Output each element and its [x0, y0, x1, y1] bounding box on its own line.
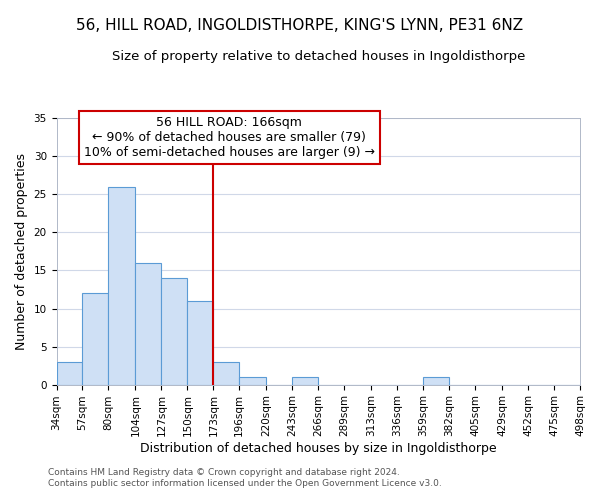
- Bar: [239, 377, 266, 384]
- Bar: [136, 263, 161, 384]
- Bar: [109, 187, 136, 384]
- Text: 56 HILL ROAD: 166sqm
← 90% of detached houses are smaller (79)
10% of semi-detac: 56 HILL ROAD: 166sqm ← 90% of detached h…: [84, 116, 375, 158]
- Bar: [292, 377, 318, 384]
- Bar: [187, 301, 214, 384]
- Bar: [423, 377, 449, 384]
- Bar: [214, 362, 239, 384]
- Text: 56, HILL ROAD, INGOLDISTHORPE, KING'S LYNN, PE31 6NZ: 56, HILL ROAD, INGOLDISTHORPE, KING'S LY…: [76, 18, 524, 32]
- Bar: [161, 278, 187, 384]
- Bar: [82, 294, 109, 384]
- Text: Contains HM Land Registry data © Crown copyright and database right 2024.
Contai: Contains HM Land Registry data © Crown c…: [48, 468, 442, 487]
- X-axis label: Distribution of detached houses by size in Ingoldisthorpe: Distribution of detached houses by size …: [140, 442, 497, 455]
- Bar: [56, 362, 82, 384]
- Y-axis label: Number of detached properties: Number of detached properties: [15, 153, 28, 350]
- Title: Size of property relative to detached houses in Ingoldisthorpe: Size of property relative to detached ho…: [112, 50, 525, 63]
